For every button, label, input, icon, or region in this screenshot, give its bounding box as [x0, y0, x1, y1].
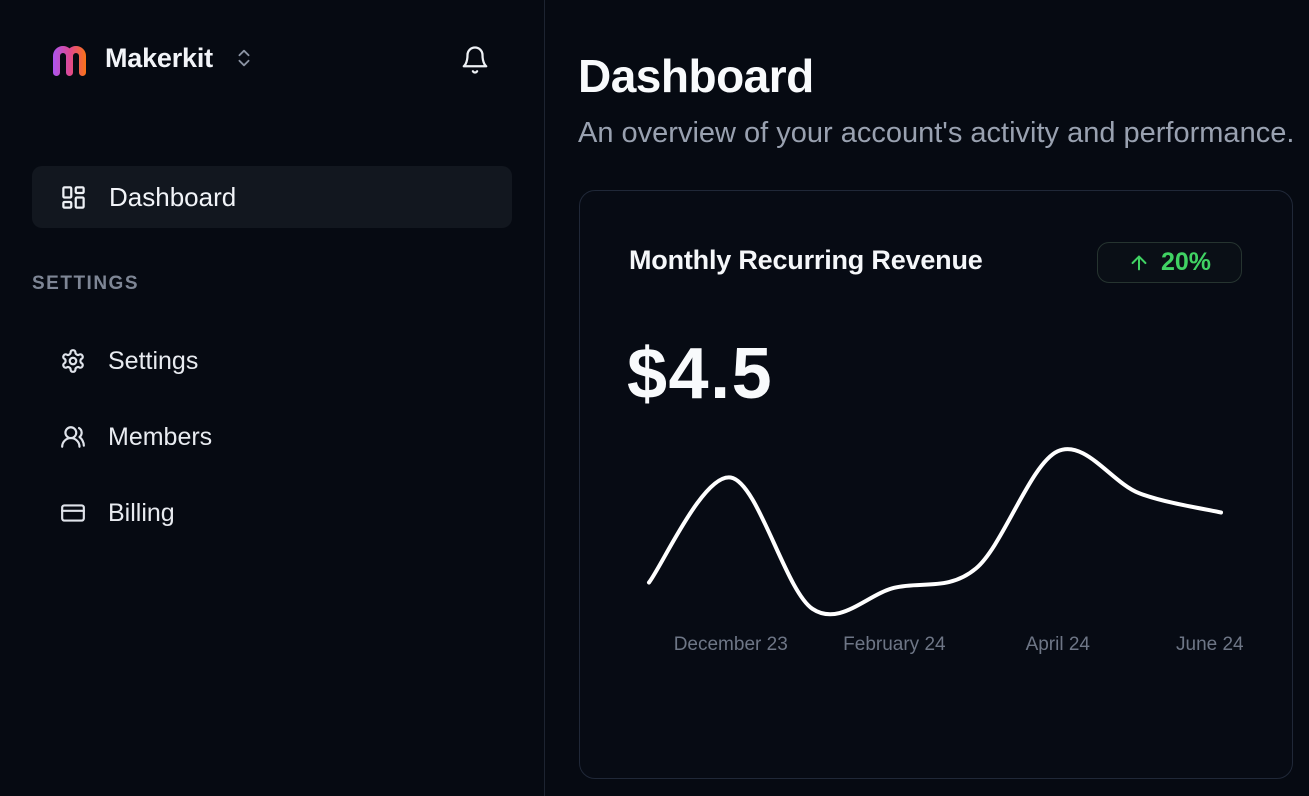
mrr-card: Monthly Recurring Revenue 20% $4.5 Decem… [579, 190, 1293, 779]
mrr-chart [629, 431, 1244, 626]
layout-dashboard-icon [60, 184, 87, 211]
sidebar-item-label: Settings [108, 346, 199, 375]
chevrons-up-down-icon [233, 46, 255, 70]
mrr-value: $4.5 [627, 334, 774, 414]
sidebar-item-dashboard[interactable]: Dashboard [32, 166, 512, 228]
workspace-selector[interactable]: Makerkit [52, 40, 255, 76]
sidebar-item-settings[interactable]: Settings [32, 332, 512, 390]
sidebar-item-label: Dashboard [109, 181, 237, 212]
page-title: Dashboard [578, 49, 814, 102]
sidebar-item-members[interactable]: Members [32, 408, 512, 466]
page-subtitle: An overview of your account's activity a… [578, 117, 1295, 149]
mrr-card-title: Monthly Recurring Revenue [629, 245, 983, 275]
notifications-button[interactable] [460, 44, 490, 76]
x-tick-label: June 24 [1176, 634, 1244, 655]
arrow-up-icon [1128, 252, 1150, 274]
bell-icon [460, 44, 490, 76]
sidebar-item-label: Members [108, 422, 213, 451]
mrr-line-path [647, 447, 1223, 617]
brand-name: Makerkit [105, 42, 213, 73]
makerkit-logo-icon [52, 40, 86, 76]
x-axis-tick-labels: December 23 February 24 April 24 June 24 [629, 634, 1244, 660]
users-icon [60, 424, 86, 450]
sidebar: Makerkit [0, 0, 545, 796]
x-tick-label: December 23 [673, 634, 788, 655]
sidebar-section-settings: SETTINGS [32, 273, 140, 294]
trend-value: 20% [1160, 248, 1212, 276]
x-tick-label: April 24 [1025, 634, 1090, 655]
x-tick-label: February 24 [843, 634, 946, 655]
sidebar-item-billing[interactable]: Billing [32, 484, 512, 542]
trend-badge: 20% [1097, 242, 1242, 283]
credit-card-icon [60, 500, 86, 526]
gear-icon [60, 348, 86, 374]
sidebar-item-label: Billing [108, 498, 175, 527]
